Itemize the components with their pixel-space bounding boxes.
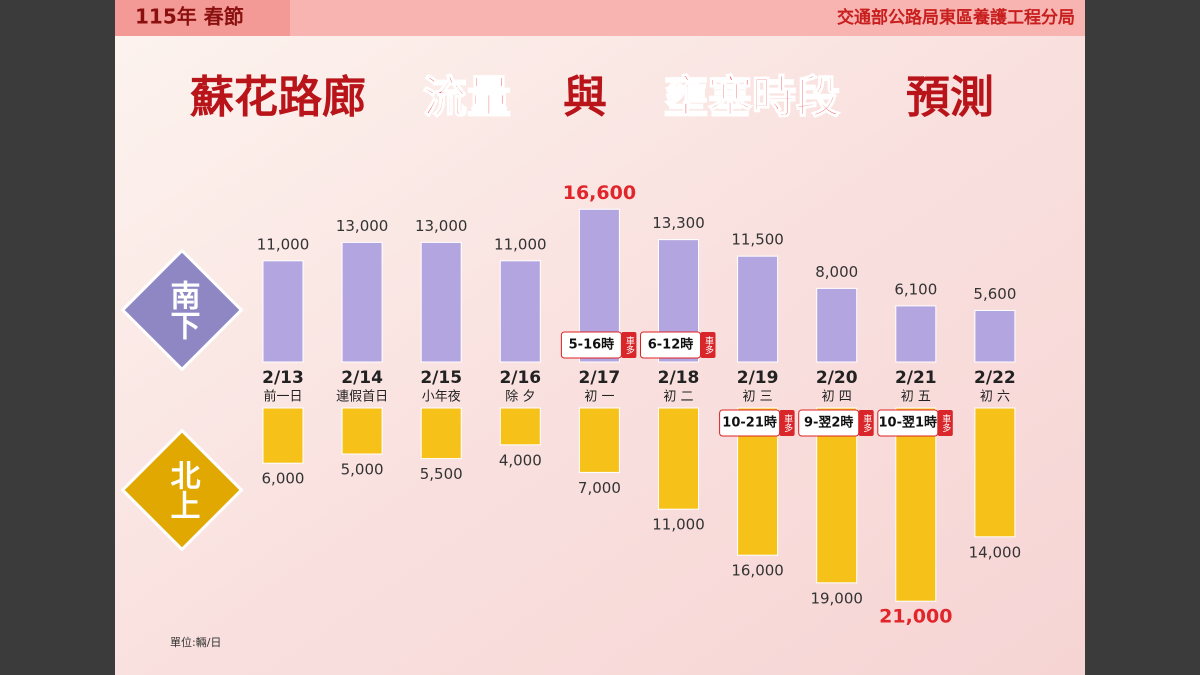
x-tick-label: 2/18	[658, 368, 700, 388]
title-part: 壅塞時段	[664, 72, 840, 123]
header-tag: 115年 春節	[135, 5, 244, 29]
value-label: 11,000	[652, 516, 705, 534]
congestion-badge-bg	[700, 332, 716, 358]
x-tick-label: 2/16	[499, 368, 541, 388]
agency-name: 交通部公路局東區養護工程分局	[837, 7, 1075, 28]
bar	[262, 407, 304, 464]
title-part: 流量	[423, 72, 511, 123]
bar	[737, 255, 779, 363]
congestion-badge: 車多	[703, 335, 714, 355]
value-label: 21,000	[879, 606, 952, 628]
unit-note: 單位:輛/日	[170, 635, 221, 649]
x-tick-label: 2/20	[816, 368, 858, 388]
x-sub-label: 初 五	[901, 390, 931, 405]
legend-label: 北上	[165, 460, 201, 520]
x-sub-label: 初 一	[584, 390, 614, 405]
congestion-label: 5-16時	[569, 337, 615, 353]
value-label: 11,500	[731, 231, 784, 249]
value-label: 13,300	[652, 214, 705, 232]
x-tick-label: 2/17	[579, 368, 621, 388]
congestion-badge-bg	[937, 410, 953, 436]
value-label: 4,000	[499, 451, 542, 469]
bar	[578, 407, 620, 473]
congestion-badge-bg	[779, 410, 795, 436]
bar	[895, 305, 937, 363]
bar	[816, 287, 858, 363]
value-label: 6,100	[894, 280, 937, 298]
bar	[420, 407, 462, 460]
bar	[816, 407, 858, 584]
value-label: 16,600	[563, 182, 636, 204]
x-sub-label: 初 三	[743, 390, 773, 405]
value-label: 14,000	[969, 543, 1022, 561]
bar	[499, 260, 541, 363]
value-label: 5,000	[341, 461, 384, 479]
title-part: 蘇花路廊	[190, 72, 366, 123]
x-tick-label: 2/15	[420, 368, 462, 388]
value-label: 13,000	[336, 217, 389, 235]
congestion-label: 6-12時	[648, 337, 694, 353]
legend-label: 南下	[165, 280, 200, 340]
x-sub-label: 初 二	[663, 390, 693, 405]
value-label: 8,000	[815, 263, 858, 281]
value-label: 6,000	[262, 470, 305, 488]
header-tag-bg	[115, 0, 290, 36]
bar	[974, 309, 1016, 363]
congestion-label: 9-翌2時	[804, 415, 854, 431]
value-label: 11,000	[257, 235, 310, 253]
bar	[974, 407, 1016, 538]
congestion-badge: 車多	[624, 335, 635, 355]
x-sub-label: 除 夕	[505, 390, 535, 405]
bar	[499, 407, 541, 446]
value-label: 5,600	[973, 285, 1016, 303]
value-label: 7,000	[578, 479, 621, 497]
congestion-label: 10-翌1時	[879, 415, 938, 431]
congestion-badge-bg	[621, 332, 637, 358]
x-tick-label: 2/22	[974, 368, 1016, 388]
title-part: 與	[563, 72, 607, 123]
congestion-badge: 車多	[782, 413, 793, 433]
value-label: 5,500	[420, 465, 463, 483]
x-tick-label: 2/21	[895, 368, 937, 388]
x-sub-label: 初 六	[980, 390, 1010, 405]
congestion-label: 10-21時	[722, 415, 777, 431]
value-label: 19,000	[810, 589, 863, 607]
congestion-badge: 車多	[861, 413, 872, 433]
bar	[895, 407, 937, 602]
legend-north	[120, 428, 244, 552]
bar	[420, 241, 462, 363]
bar	[341, 241, 383, 363]
congestion-badge: 車多	[940, 413, 951, 433]
legend-south	[120, 248, 244, 372]
x-sub-label: 前一日	[263, 389, 302, 405]
x-tick-label: 2/13	[262, 368, 304, 388]
congestion-badge-bg	[858, 410, 874, 436]
legend-badge	[120, 428, 244, 552]
bar	[341, 407, 383, 455]
legend-badge	[120, 248, 244, 372]
bar	[658, 407, 699, 510]
value-label: 13,000	[415, 217, 468, 235]
value-label: 11,000	[494, 235, 547, 253]
x-sub-label: 連假首日	[336, 390, 388, 405]
x-tick-label: 2/19	[737, 368, 779, 388]
x-sub-label: 初 四	[822, 390, 852, 405]
bar	[262, 260, 304, 363]
x-tick-label: 2/14	[341, 368, 383, 388]
x-sub-label: 小年夜	[422, 390, 461, 405]
value-label: 16,000	[731, 562, 784, 580]
title-part: 預測	[906, 72, 994, 123]
